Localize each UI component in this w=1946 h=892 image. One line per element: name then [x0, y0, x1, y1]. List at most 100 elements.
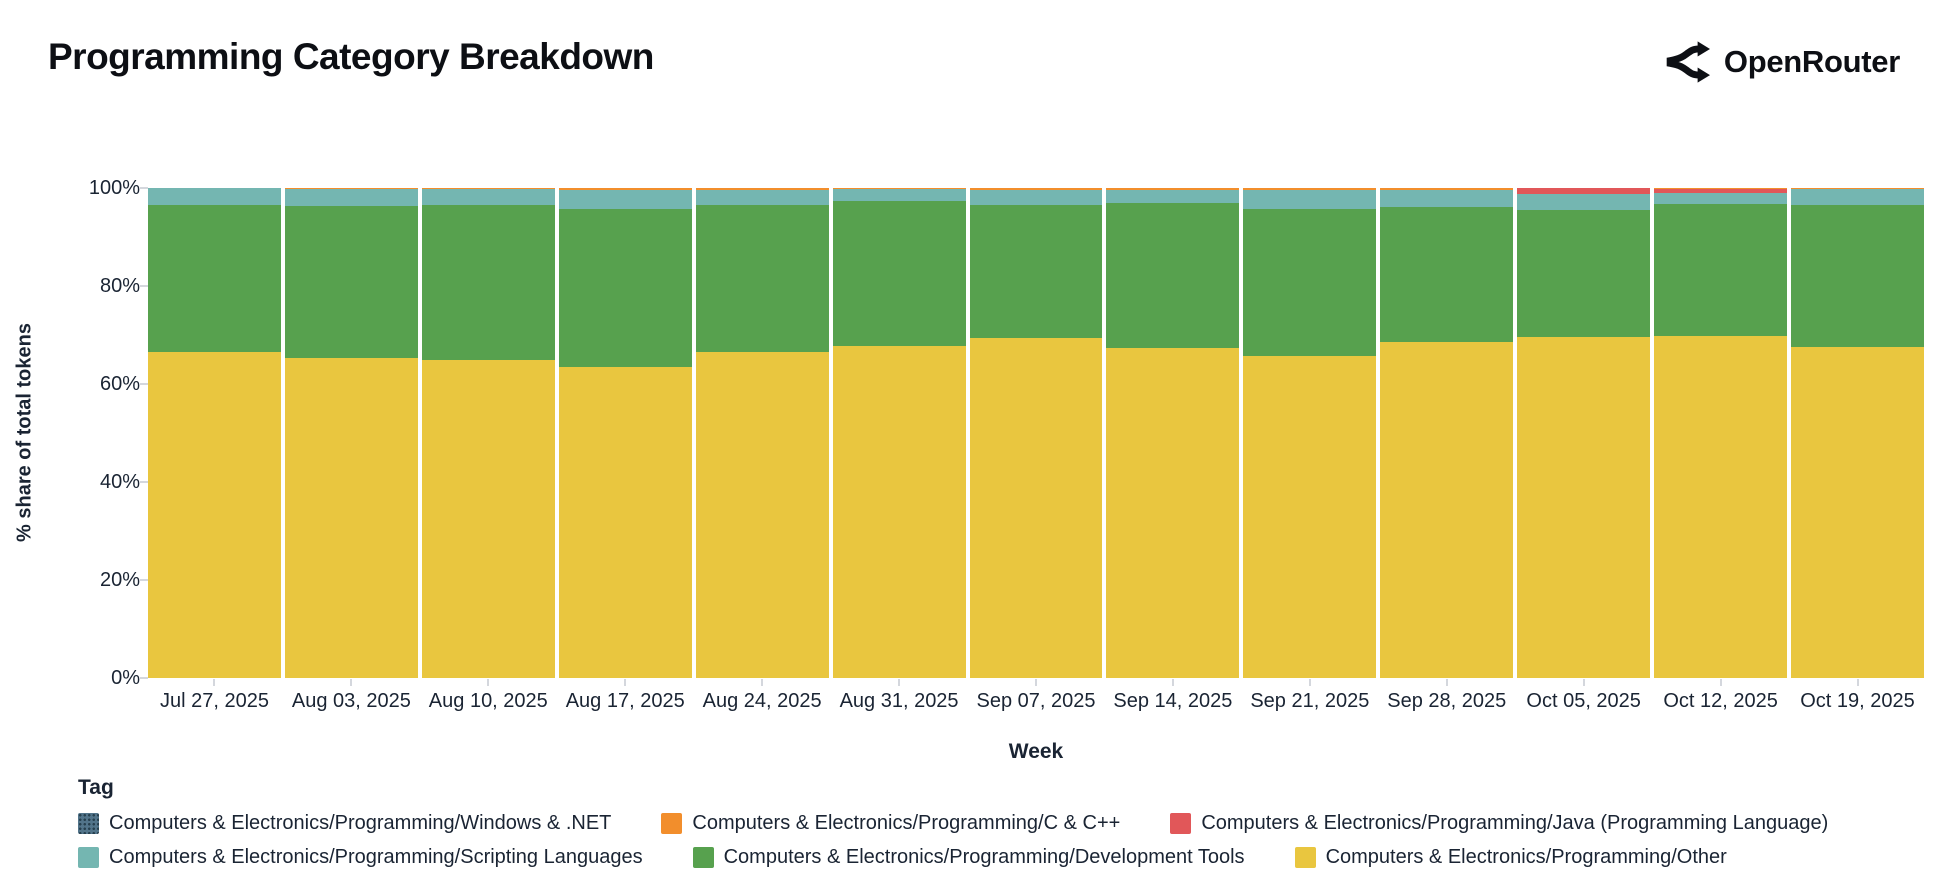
bar-segment[interactable]	[1243, 209, 1377, 356]
y-tick-label: 80%	[99, 275, 140, 297]
bar-segment[interactable]	[1380, 207, 1514, 342]
x-tick-label: Oct 19, 2025	[1800, 690, 1915, 712]
bar-oct-19-2025	[1791, 188, 1924, 678]
bar-segment[interactable]	[969, 188, 1103, 190]
bar-segment[interactable]	[1791, 205, 1924, 347]
y-tick-label: 0%	[111, 667, 140, 689]
bar-segment[interactable]	[284, 188, 418, 190]
x-tick-label: Sep 28, 2025	[1387, 690, 1507, 712]
x-tick-mark	[1856, 679, 1859, 686]
x-tick-label: Aug 17, 2025	[565, 690, 685, 712]
bar-segment[interactable]	[1106, 202, 1240, 348]
x-axis-labels: Jul 27, 2025 Aug 03, 2025 Aug 10, 2025 Aug …	[148, 690, 1924, 713]
legend-swatch	[692, 847, 714, 868]
bar-segment[interactable]	[558, 366, 692, 678]
bar-sep-21-2025	[1243, 188, 1377, 678]
bar-segment[interactable]	[1517, 188, 1651, 194]
bar-segment[interactable]	[1791, 188, 1924, 190]
bar-segment[interactable]	[832, 189, 966, 202]
legend-swatch	[78, 813, 99, 834]
x-tick-mark	[1171, 679, 1174, 686]
bar-segment[interactable]	[695, 188, 829, 190]
bar-segment[interactable]	[148, 352, 281, 678]
bar-segment[interactable]	[1654, 193, 1788, 205]
bar-aug-31-2025	[832, 188, 966, 678]
bar-segment[interactable]	[1380, 189, 1514, 208]
bar-segment[interactable]	[832, 345, 966, 678]
bar-segment[interactable]	[284, 357, 418, 678]
bar-segment[interactable]	[284, 206, 418, 358]
legend-label: Computers & Electronics/Programming/C & …	[692, 812, 1121, 834]
bar-segment[interactable]	[421, 188, 555, 190]
y-tick-label: 100%	[88, 177, 140, 199]
x-tick-label: Oct 12, 2025	[1663, 690, 1778, 712]
bar-aug-17-2025	[558, 188, 692, 678]
bar-segment[interactable]	[1517, 210, 1651, 338]
bar-segment[interactable]	[832, 201, 966, 346]
bar-segment[interactable]	[421, 205, 555, 361]
bar-segment[interactable]	[1791, 346, 1924, 678]
bar-segment[interactable]	[1380, 341, 1514, 678]
bar-segment[interactable]	[148, 205, 281, 353]
legend-item[interactable]: Computers & Electronics/Programming/Java…	[1170, 812, 1828, 835]
bar-segment[interactable]	[969, 205, 1103, 339]
stacked-bar-chart	[148, 188, 1924, 678]
legend-label: Computers & Electronics/Programming/Wind…	[109, 812, 612, 834]
bar-segment[interactable]	[1654, 204, 1788, 337]
legend-item[interactable]: Computers & Electronics/Programming/Wind…	[78, 812, 611, 835]
bar-segment[interactable]	[421, 360, 555, 678]
bar-segment[interactable]	[1517, 337, 1651, 678]
bar-segment[interactable]	[1380, 188, 1514, 190]
bar-segment[interactable]	[1654, 189, 1788, 194]
bar-segment[interactable]	[421, 189, 555, 206]
legend-item[interactable]: Computers & Electronics/Programming/Othe…	[1294, 846, 1727, 869]
bar-segment[interactable]	[1106, 189, 1240, 203]
bar-sep-28-2025	[1380, 188, 1514, 678]
bar-segment[interactable]	[284, 189, 418, 207]
legend-item[interactable]: Computers & Electronics/Programming/Deve…	[692, 846, 1245, 869]
bar-segment[interactable]	[695, 205, 829, 352]
bar-segment[interactable]	[695, 351, 829, 678]
legend-label: Computers & Electronics/Programming/Deve…	[723, 846, 1245, 868]
bar-sep-14-2025	[1106, 188, 1240, 678]
bar-aug-10-2025	[421, 188, 555, 678]
bar-segment[interactable]	[832, 188, 966, 190]
bar-segment[interactable]	[1106, 188, 1240, 190]
x-tick-mark	[1308, 679, 1311, 686]
bar-segment[interactable]	[1243, 355, 1377, 678]
openrouter-logo[interactable]: OpenRouter	[1666, 40, 1900, 84]
bar-segment[interactable]	[148, 188, 281, 206]
bar-segment[interactable]	[969, 338, 1103, 678]
bar-segment[interactable]	[1243, 189, 1377, 210]
bar-segment[interactable]	[1517, 193, 1651, 211]
bar-segment[interactable]	[1243, 188, 1377, 190]
bar-segment[interactable]	[558, 209, 692, 367]
bar-sep-07-2025	[969, 188, 1103, 678]
bar-aug-24-2025	[695, 188, 829, 678]
bar-segment[interactable]	[1106, 347, 1240, 678]
legend-swatch	[78, 847, 99, 868]
bar-aug-03-2025	[284, 188, 418, 678]
x-tick-label: Sep 07, 2025	[976, 690, 1096, 712]
bar-segment[interactable]	[1654, 188, 1788, 190]
x-tick-label: Sep 21, 2025	[1250, 690, 1370, 712]
y-tick-mark	[140, 285, 148, 287]
bar-segment[interactable]	[969, 189, 1103, 206]
legend-item[interactable]: Computers & Electronics/Programming/C & …	[661, 812, 1120, 835]
bar-segment[interactable]	[558, 189, 692, 210]
bar-segment[interactable]	[695, 189, 829, 206]
openrouter-logo-text: OpenRouter	[1723, 44, 1900, 79]
y-tick-mark	[140, 481, 148, 483]
bar-segment[interactable]	[1654, 336, 1788, 678]
x-tick-mark	[1719, 679, 1722, 686]
bar-jul-27-2025	[148, 188, 281, 678]
legend-item[interactable]: Computers & Electronics/Programming/Scri…	[78, 846, 643, 869]
x-tick-mark	[213, 679, 216, 686]
legend-row: Computers & Electronics/Programming/Scri…	[78, 846, 1828, 869]
x-tick-mark	[1582, 679, 1585, 686]
legend-label: Computers & Electronics/Programming/Java…	[1201, 812, 1829, 834]
bar-segment[interactable]	[1791, 189, 1924, 206]
x-tick-label: Sep 14, 2025	[1113, 690, 1233, 712]
bar-segment[interactable]	[558, 188, 692, 190]
